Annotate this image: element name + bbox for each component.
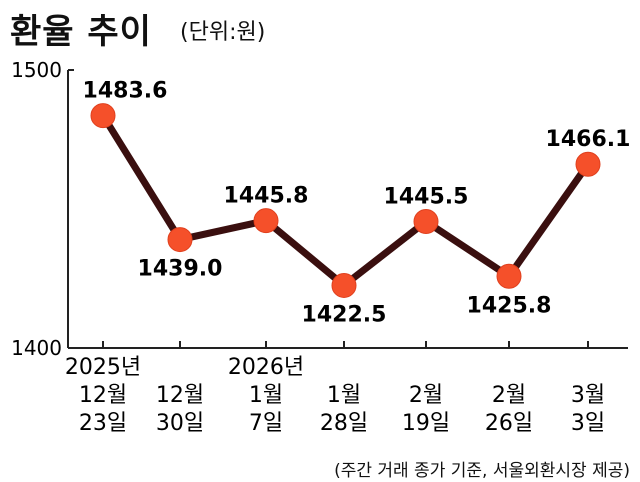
x-tick-label: 26일 [485, 411, 533, 436]
x-tick-label: 3월 [571, 383, 605, 408]
x-tick-label: 2월 [409, 383, 443, 408]
data-label: 1439.0 [138, 257, 223, 282]
data-point [90, 103, 116, 129]
x-tick-label: 2025년 [65, 355, 141, 380]
x-tick-label: 2026년 [228, 355, 304, 380]
data-label: 1425.8 [467, 293, 552, 318]
data-label: 1445.5 [384, 185, 469, 210]
unit-label: (단위:원) [180, 20, 266, 45]
x-tick-label: 3일 [571, 411, 605, 436]
x-tick-label: 12월 [156, 383, 204, 408]
x-tick-label: 7일 [249, 411, 283, 436]
x-tick-label: 30일 [156, 411, 204, 436]
x-tick-label: 19일 [402, 411, 450, 436]
data-label: 1422.5 [302, 302, 387, 327]
data-point [331, 272, 357, 298]
chart-title: 환율 추이 [10, 12, 152, 52]
x-tick-label: 1월 [327, 383, 361, 408]
x-tick-label: 12월 [79, 383, 127, 408]
y-tick-label: 1500 [11, 58, 62, 82]
data-point [253, 208, 279, 234]
data-point [413, 209, 439, 235]
data-label: 1483.6 [83, 79, 168, 104]
data-point [496, 263, 522, 289]
x-tick-label: 23일 [79, 411, 127, 436]
data-point [575, 151, 601, 177]
source-note: (주간 거래 종가 기준, 서울외환시장 제공) [334, 461, 630, 481]
x-tick-label: 2월 [492, 383, 526, 408]
data-point [167, 227, 193, 253]
data-label: 1445.8 [224, 184, 309, 209]
x-tick-label: 1월 [249, 383, 283, 408]
x-tick-label: 28일 [320, 411, 368, 436]
y-tick-label: 1400 [11, 336, 62, 360]
data-label: 1466.1 [546, 127, 631, 152]
